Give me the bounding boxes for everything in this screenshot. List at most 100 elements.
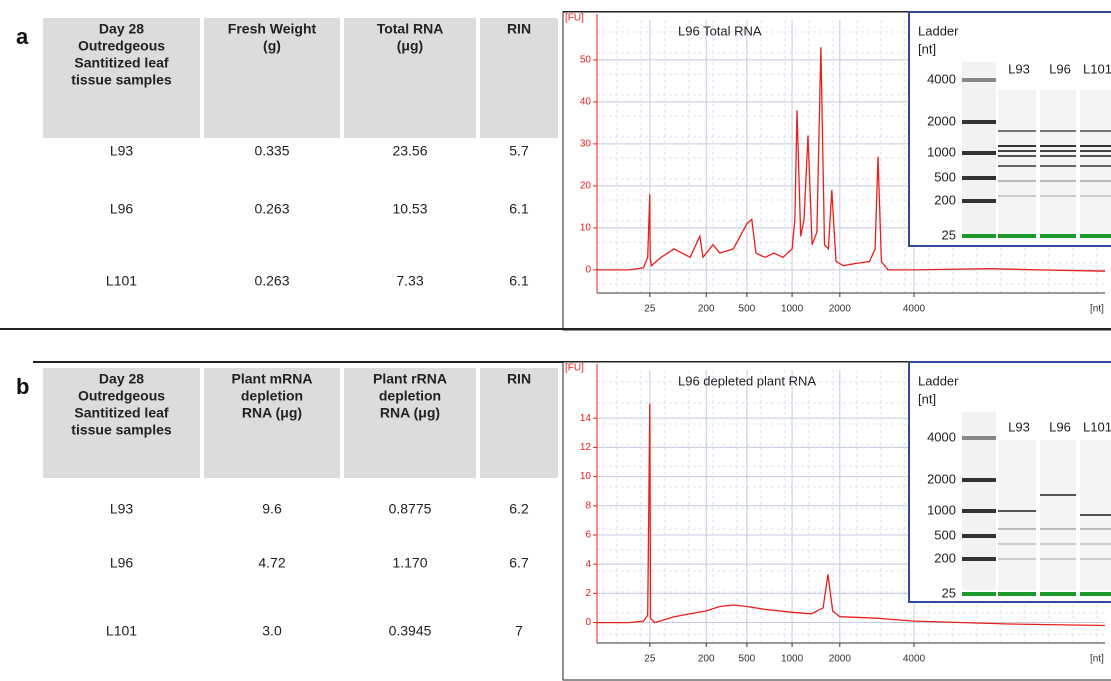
x-tick-label: 500 [739,654,756,665]
ladder-band [962,199,996,203]
ladder-band [962,78,996,82]
header-text: depletion [379,388,441,404]
header-text: Day 28 [99,21,144,37]
inset-unit: [nt] [918,391,936,406]
cell: 5.7 [509,143,529,159]
inset-unit: [nt] [918,41,936,56]
y-axis-label: [FU] [565,363,584,374]
cell: 9.6 [262,501,282,517]
header-text: (g) [263,38,281,54]
cell: L93 [110,501,134,517]
lane-band [998,543,1036,545]
y-tick-label: 0 [585,617,591,628]
x-tick-label: 1000 [781,654,804,665]
ladder-band [962,592,996,596]
cell: L101 [106,623,137,639]
y-tick-label: 30 [580,139,592,150]
cell: 1.170 [392,555,427,571]
cell: 0.3945 [389,623,432,639]
header-text: Outredgeous [78,38,165,54]
marker-band [998,234,1036,238]
x-tick-label: 25 [644,654,656,665]
y-tick-label: 2 [585,588,591,599]
panel-label: b [16,374,29,399]
x-tick-label: 500 [739,304,756,315]
lane-label: L101 [1083,419,1111,434]
y-tick-label: 50 [580,55,592,66]
y-tick-label: 12 [580,442,592,453]
cell: 0.263 [254,273,289,289]
panel-label: a [16,24,29,49]
lane-label: L93 [1008,419,1030,434]
x-tick-label: 25 [644,304,656,315]
x-tick-label: 2000 [829,654,852,665]
lane-band [1080,514,1111,516]
header-text: Santitized leaf [74,55,168,71]
cell: 6.7 [509,555,529,571]
lane-band [1040,494,1076,496]
ladder-label: 1000 [927,502,956,517]
lane-label: L96 [1049,419,1071,434]
lane-band [1080,150,1111,152]
header-text: depletion [241,388,303,404]
x-tick-label: 2000 [829,304,852,315]
ladder-label: 2000 [927,471,956,486]
lane-band [1080,155,1111,157]
x-tick-label: 1000 [781,304,804,315]
header-text: RNA (μg) [380,405,440,421]
header-text: RIN [507,371,531,387]
lane-label: L101 [1083,61,1111,76]
ladder-band [962,176,996,180]
lane-band [1040,195,1076,197]
lane-band [1080,543,1111,545]
lane-band [1040,145,1076,147]
ladder-label: 4000 [927,429,956,444]
cell: L96 [110,201,134,217]
header-text: Plant rRNA [373,371,447,387]
lane-band [1080,528,1111,530]
header-text: Outredgeous [78,388,165,404]
y-tick-label: 10 [580,223,592,234]
x-tick-label: 4000 [903,304,926,315]
cell: 23.56 [392,143,427,159]
ladder-band [962,534,996,538]
marker-band [1080,234,1111,238]
ladder-band [962,557,996,561]
cell: 4.72 [258,555,285,571]
ladder-band [962,151,996,155]
cell: 0.8775 [389,501,432,517]
figure: aDay 28OutredgeousSantitized leaftissue … [0,0,1111,681]
lane-band [998,150,1036,152]
lane-band [998,155,1036,157]
ladder-band [962,478,996,482]
ladder-band [962,509,996,513]
marker-band [1040,234,1076,238]
lane-band [1040,543,1076,545]
y-tick-label: 6 [585,530,591,541]
lane-band [1040,165,1076,167]
cell: 6.1 [509,201,529,217]
header-text: tissue samples [71,422,172,438]
lane-band [1080,165,1111,167]
header-text: tissue samples [71,72,172,88]
ladder-label: 25 [942,227,956,242]
x-tick-label: 200 [698,654,715,665]
lane-band [1040,130,1076,132]
lane-band [998,558,1036,560]
marker-band [1080,592,1111,596]
cell: 10.53 [392,201,427,217]
lane-band [1080,130,1111,132]
lane-band [1040,150,1076,152]
inset-title: Ladder [918,23,959,38]
ladder-label: 500 [934,169,956,184]
ladder-label: 25 [942,585,956,600]
chart-title: L96 Total RNA [678,23,762,38]
lane-band [1080,180,1111,182]
lane-band [1040,558,1076,560]
lane-label: L96 [1049,61,1071,76]
header-text: Santitized leaf [74,405,168,421]
lane-band [998,180,1036,182]
ladder-band [962,234,996,238]
lane-band [1040,528,1076,530]
lane-band [998,528,1036,530]
